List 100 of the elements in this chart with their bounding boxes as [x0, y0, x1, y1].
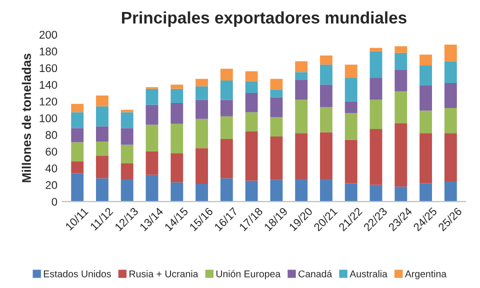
- bar: [170, 182, 184, 202]
- bar: [270, 78, 283, 90]
- bar: [420, 110, 432, 134]
- bar: [444, 182, 457, 202]
- y-tick-label: 100: [40, 114, 58, 122]
- chart-title: Principales exportadores mundiales: [122, 11, 406, 27]
- bar: [420, 183, 432, 202]
- bar: [444, 44, 457, 62]
- bar: [344, 64, 358, 78]
- bar: [220, 116, 233, 139]
- bar: [420, 133, 432, 184]
- y-tick-label: 140: [40, 80, 58, 89]
- bar: [220, 100, 233, 116]
- y-tick-label: 20: [46, 181, 58, 190]
- y-tick-label: 60: [46, 148, 58, 156]
- bar: [120, 163, 134, 180]
- bar: [170, 124, 184, 154]
- bar: [295, 133, 308, 180]
- bar: [420, 65, 432, 86]
- bar: [444, 133, 457, 182]
- bar: [320, 132, 332, 180]
- bar: [96, 96, 108, 106]
- bar: [394, 91, 408, 124]
- bar: [120, 179, 134, 202]
- bar: [270, 136, 283, 180]
- bar: [196, 118, 208, 148]
- bar: [344, 140, 358, 184]
- bar: [320, 55, 332, 65]
- bar: [344, 183, 358, 202]
- bar: [71, 173, 84, 202]
- bar: [320, 179, 332, 202]
- legend-label: Canadá: [298, 270, 332, 278]
- bar: [196, 148, 208, 184]
- bar: [370, 184, 382, 202]
- bar: [196, 100, 208, 119]
- y-axis-title: Millones de toneladas: [22, 54, 31, 182]
- bar: [370, 48, 382, 52]
- bar: [370, 51, 382, 78]
- bar: [420, 54, 432, 66]
- bar: [96, 156, 108, 178]
- bar: [245, 71, 258, 82]
- bar: [120, 144, 134, 164]
- bar: [320, 64, 332, 85]
- bar: [96, 126, 108, 142]
- legend-label: Estados Unidos: [44, 270, 111, 278]
- bar: [370, 128, 382, 185]
- legend-label: Unión Europea: [216, 270, 281, 280]
- bar: [170, 103, 184, 124]
- bar: [71, 104, 84, 112]
- bar: [394, 186, 408, 202]
- bar: [270, 180, 283, 202]
- bar: [146, 151, 158, 175]
- bar: [120, 128, 134, 145]
- bar: [295, 100, 308, 134]
- bar: [320, 84, 332, 108]
- bar: [344, 113, 358, 140]
- bar: [220, 138, 233, 178]
- bar: [295, 72, 308, 80]
- bar: [170, 88, 184, 104]
- bar: [344, 101, 358, 114]
- bar: [71, 112, 84, 128]
- y-tick-label: 0: [52, 198, 58, 206]
- bar: [394, 123, 408, 187]
- bar: [96, 141, 108, 156]
- bar: [196, 86, 208, 100]
- bar: [71, 162, 84, 174]
- bar: [120, 110, 134, 112]
- bar: [270, 117, 283, 136]
- bar: [320, 107, 332, 132]
- y-tick-label: 200: [40, 30, 58, 39]
- bar: [270, 90, 283, 98]
- y-tick-label: 120: [40, 98, 58, 106]
- bar: [220, 68, 233, 80]
- bar: [220, 80, 233, 100]
- bar: [196, 78, 208, 86]
- bar: [146, 124, 158, 152]
- bar: [444, 61, 457, 83]
- bar: [394, 52, 408, 70]
- bar: [96, 106, 108, 126]
- bar: [245, 81, 258, 94]
- bar: [344, 78, 358, 102]
- bar: [170, 153, 184, 182]
- bar: [220, 178, 233, 202]
- bar: [370, 100, 382, 129]
- legend-label: Argentina: [404, 270, 447, 280]
- bar: [420, 86, 432, 111]
- bar: [146, 88, 158, 105]
- bar: [245, 180, 258, 202]
- y-tick-label: 80: [46, 131, 58, 139]
- bar: [245, 93, 258, 112]
- y-tick-label: 160: [40, 64, 58, 72]
- bar: [245, 112, 258, 132]
- bar: [71, 142, 84, 162]
- bar: [146, 174, 158, 202]
- bar: [444, 108, 457, 134]
- bar: [196, 184, 208, 202]
- bar: [394, 70, 408, 92]
- bar: [370, 78, 382, 100]
- legend-label: Rusia + Ucrania: [130, 270, 198, 278]
- bar: [270, 97, 283, 118]
